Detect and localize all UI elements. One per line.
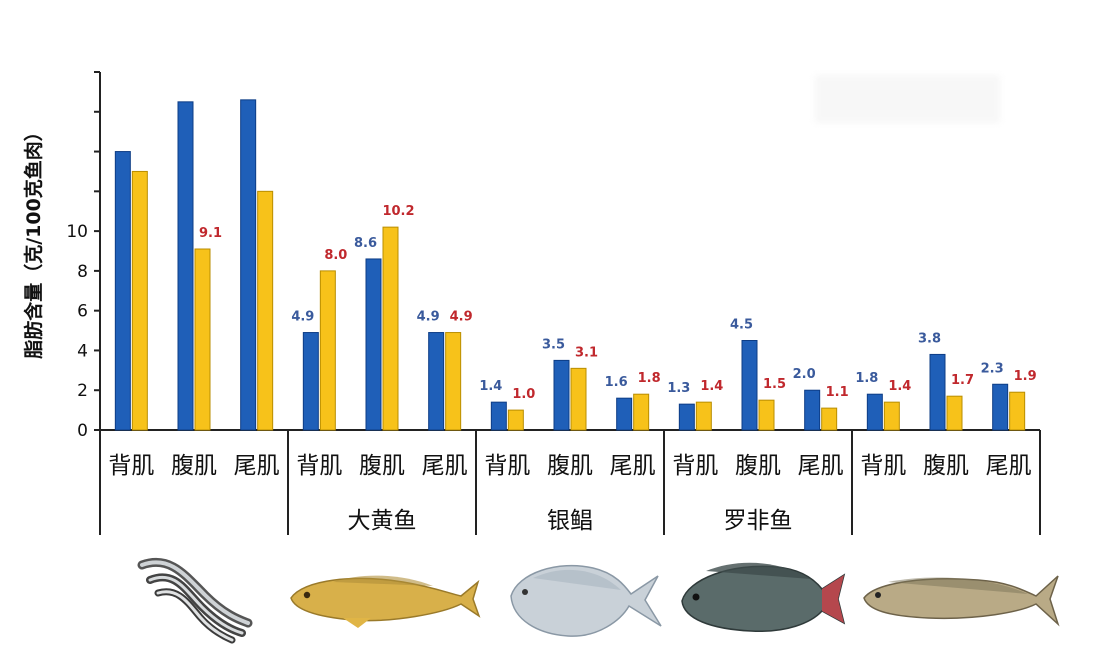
bar-blue [302,332,319,431]
bar-yellow [946,395,963,431]
part-label: 尾肌 [986,453,1032,479]
data-label-blue: 4.5 [730,318,753,333]
data-label-red: 4.9 [450,310,473,325]
data-label-red: 1.8 [638,371,661,386]
group-label: 大黄鱼 [348,508,417,534]
y-tick-label: 8 [77,262,88,282]
bar-blue [240,99,257,431]
part-label: 背肌 [108,453,154,479]
data-label-blue: 1.4 [479,379,502,394]
data-label-red: 10.2 [382,204,414,219]
data-label-blue: 2.3 [981,361,1004,376]
data-label-red: 9.1 [199,226,222,241]
data-label-red: 1.1 [826,385,849,400]
bar-blue [741,340,758,431]
part-label: 尾肌 [610,453,656,479]
eel-icon [137,557,253,644]
part-label: 背肌 [296,453,342,479]
bar-blue [616,397,633,431]
data-label-red: 3.1 [575,345,598,360]
bar-yellow [883,401,900,431]
data-label-blue: 3.8 [918,331,941,346]
data-label-blue: 1.8 [855,371,878,386]
bar-yellow [382,226,399,431]
bar-yellow [194,248,211,431]
bar-yellow [821,407,838,431]
bar-yellow [758,399,775,431]
data-label-red: 8.0 [324,248,347,263]
bar-yellow [257,190,274,431]
y-tick-label: 2 [77,381,88,401]
blurred-patch [815,75,1000,123]
part-label: 腹肌 [547,453,593,479]
part-label: 腹肌 [171,453,217,479]
bar-yellow [319,270,336,431]
bar-blue [553,359,570,431]
data-label-red: 1.4 [888,379,911,394]
bar-blue [428,332,445,431]
tilapia-icon [681,562,846,632]
yellow-croaker-icon [290,575,481,628]
data-label-blue: 2.0 [793,367,816,382]
data-label-red: 1.9 [1014,369,1037,384]
silver-pomfret-icon [510,564,662,637]
y-tick-label: 6 [77,302,88,322]
bar-blue [177,101,194,431]
part-label: 腹肌 [359,453,405,479]
part-label: 腹肌 [923,453,969,479]
bar-blue [365,258,382,431]
part-label: 腹肌 [735,453,781,479]
part-label: 背肌 [484,453,530,479]
data-label-blue: 1.6 [605,375,628,390]
bar-yellow [1009,391,1026,431]
data-label-blue: 1.3 [667,381,690,396]
bar-yellow [507,409,524,431]
bar-blue [114,151,131,431]
bar-yellow [131,170,148,431]
bar-yellow [570,367,587,431]
data-label-red: 1.7 [951,373,974,388]
bar-yellow [633,393,650,431]
part-label: 尾肌 [422,453,468,479]
data-label-blue: 8.6 [354,236,377,251]
part-label: 尾肌 [798,453,844,479]
part-label: 背肌 [860,453,906,479]
data-label-blue: 3.5 [542,337,565,352]
data-label-red: 1.0 [512,387,535,402]
y-tick-label: 0 [77,421,88,441]
y-tick-label: 4 [77,341,88,361]
bar-blue [929,353,946,431]
bar-yellow [695,401,712,431]
bar-blue [678,403,695,431]
grass-carp-icon [863,575,1060,627]
bar-yellow [445,332,462,431]
data-label-red: 1.4 [700,379,723,394]
data-label-blue: 4.9 [417,310,440,325]
bar-blue [804,389,821,431]
data-label-blue: 4.9 [291,310,314,325]
group-label: 罗非鱼 [724,508,793,534]
data-label-red: 1.5 [763,377,786,392]
group-label: 银鲳 [547,508,593,534]
bar-blue [992,383,1009,431]
bar-blue [490,401,507,431]
part-label: 尾肌 [234,453,280,479]
y-tick-label: 10 [66,222,88,242]
bar-blue [866,393,883,431]
part-label: 背肌 [672,453,718,479]
